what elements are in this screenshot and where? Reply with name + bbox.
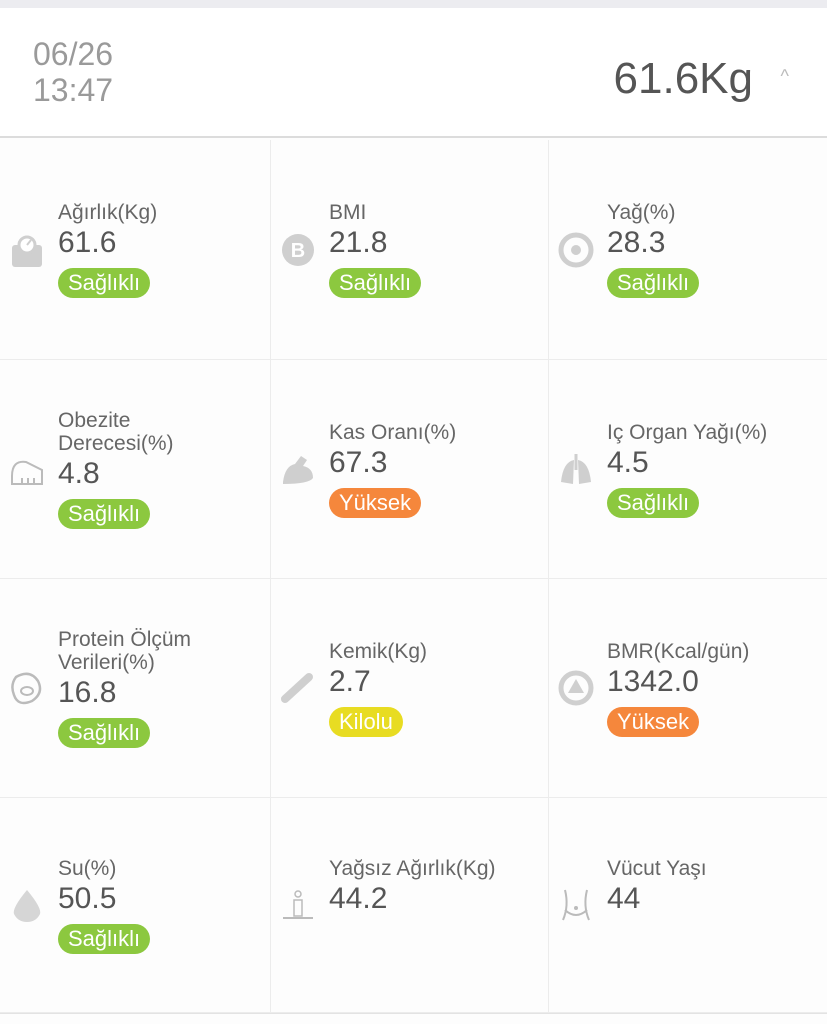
status-badge: Sağlıklı	[607, 268, 700, 298]
metric-cell[interactable]: Su(%) 50.5 Sağlıklı	[0, 798, 271, 1013]
metric-cell[interactable]: BMR(Kcal/gün) 1342.0 Yüksek	[549, 579, 827, 798]
metric-label: Protein Ölçüm Verileri(%)	[58, 628, 192, 674]
bmi-icon: B	[282, 233, 314, 266]
metric-label: Obezite Derecesi(%)	[58, 409, 174, 455]
status-badge: Sağlıklı	[58, 499, 151, 529]
metric-value: 4.5	[607, 445, 649, 479]
metric-content: Iç Organ Yağı(%) 4.5 Sağlıklı	[607, 421, 767, 518]
fat-icon	[558, 232, 594, 267]
metric-cell[interactable]: Iç Organ Yağı(%) 4.5 Sağlıklı	[549, 360, 827, 579]
status-badge: Sağlıklı	[58, 268, 151, 298]
metric-content: Vücut Yaşı 44	[607, 857, 707, 954]
person-icon	[283, 890, 313, 919]
bmr-icon	[558, 670, 594, 706]
svg-text:B: B	[291, 240, 305, 262]
status-strip	[0, 0, 827, 8]
chevron-up-icon[interactable]: ^	[780, 66, 789, 86]
metric-cell[interactable]: Ağırlık(Kg) 61.6 Sağlıklı	[0, 140, 271, 360]
ruler-icon	[11, 460, 43, 485]
metric-label: Vücut Yaşı	[607, 856, 707, 880]
metric-value: 21.8	[329, 226, 388, 259]
bone-icon	[281, 673, 313, 703]
metric-cell[interactable]: Yağsız Ağırlık(Kg) 44.2	[271, 798, 549, 1013]
metric-cell[interactable]: Protein Ölçüm Verileri(%) 16.8 Sağlıklı	[0, 579, 271, 798]
metric-content: Obezite Derecesi(%) 4.8 Sağlıklı	[58, 409, 238, 529]
metric-value: 44.2	[329, 881, 388, 915]
metric-value: 44	[607, 881, 641, 915]
metric-content: Kemik(Kg) 2.7 Kilolu	[329, 640, 427, 737]
record-date: 06/26	[33, 36, 114, 72]
metric-value: 16.8	[58, 676, 117, 709]
metric-content: Su(%) 50.5 Sağlıklı	[58, 856, 151, 954]
status-badge: Kilolu	[329, 706, 403, 737]
status-badge: Yüksek	[329, 487, 422, 518]
record-weight: 61.6Kg	[613, 54, 753, 103]
protein-icon	[11, 672, 42, 705]
metric-cell[interactable]: B BMI 21.8 Sağlıklı	[271, 140, 549, 360]
metric-label: Iç Organ Yağı(%)	[607, 420, 768, 444]
muscle-icon	[283, 456, 313, 484]
metric-value: 67.3	[329, 445, 388, 479]
metric-content: Yağsız Ağırlık(Kg) 44.2	[329, 857, 496, 954]
record-header[interactable]: 06/26 13:47 61.6Kg ^	[0, 8, 827, 138]
metric-value: 1342.0	[607, 664, 699, 698]
metric-label: BMR(Kcal/gün)	[607, 639, 750, 663]
water-drop-icon	[13, 890, 41, 922]
metric-value: 2.7	[329, 664, 371, 698]
metric-label: Yağsız Ağırlık(Kg)	[329, 856, 496, 880]
record-time: 13:47	[33, 72, 114, 108]
metric-cell[interactable]: Yağ(%) 28.3 Sağlıklı	[549, 140, 827, 360]
metric-content: BMR(Kcal/gün) 1342.0 Yüksek	[607, 640, 749, 737]
scale-icon	[12, 235, 42, 267]
metric-value: 50.5	[58, 881, 117, 915]
status-badge: Yüksek	[607, 706, 700, 737]
status-badge: Sağlıklı	[58, 718, 151, 748]
metric-cell[interactable]: Obezite Derecesi(%) 4.8 Sağlıklı	[0, 360, 271, 579]
metric-content: Kas Oranı(%) 67.3 Yüksek	[329, 421, 456, 518]
metric-value: 28.3	[607, 226, 666, 259]
metric-label: Kemik(Kg)	[329, 639, 428, 663]
metric-content: Ağırlık(Kg) 61.6 Sağlıklı	[58, 201, 157, 298]
metric-content: Protein Ölçüm Verileri(%) 16.8 Sağlıklı	[58, 628, 238, 748]
record-datetime: 06/26 13:47	[33, 36, 113, 108]
metric-cell[interactable]: Kemik(Kg) 2.7 Kilolu	[271, 579, 549, 798]
metric-label: Kas Oranı(%)	[329, 420, 457, 444]
metrics-grid: Ağırlık(Kg) 61.6 Sağlıklı B BMI 21.8 Sağ…	[0, 140, 827, 1014]
body-icon	[562, 889, 590, 921]
metric-cell[interactable]: Vücut Yaşı 44	[549, 798, 827, 1013]
status-badge: Sağlıklı	[58, 923, 151, 954]
metric-value: 61.6	[58, 226, 117, 259]
status-badge: Sağlıklı	[329, 268, 422, 298]
metric-cell[interactable]: Kas Oranı(%) 67.3 Yüksek	[271, 360, 549, 579]
metric-content: Yağ(%) 28.3 Sağlıklı	[607, 201, 700, 298]
metric-value: 4.8	[58, 457, 100, 490]
lungs-icon	[561, 454, 591, 484]
metric-label: Ağırlık(Kg)	[58, 201, 158, 224]
metric-label: BMI	[329, 201, 367, 224]
metric-label: Su(%)	[58, 856, 117, 880]
metric-label: Yağ(%)	[607, 201, 676, 224]
metric-content: BMI 21.8 Sağlıklı	[329, 201, 422, 298]
status-badge: Sağlıklı	[607, 487, 700, 518]
